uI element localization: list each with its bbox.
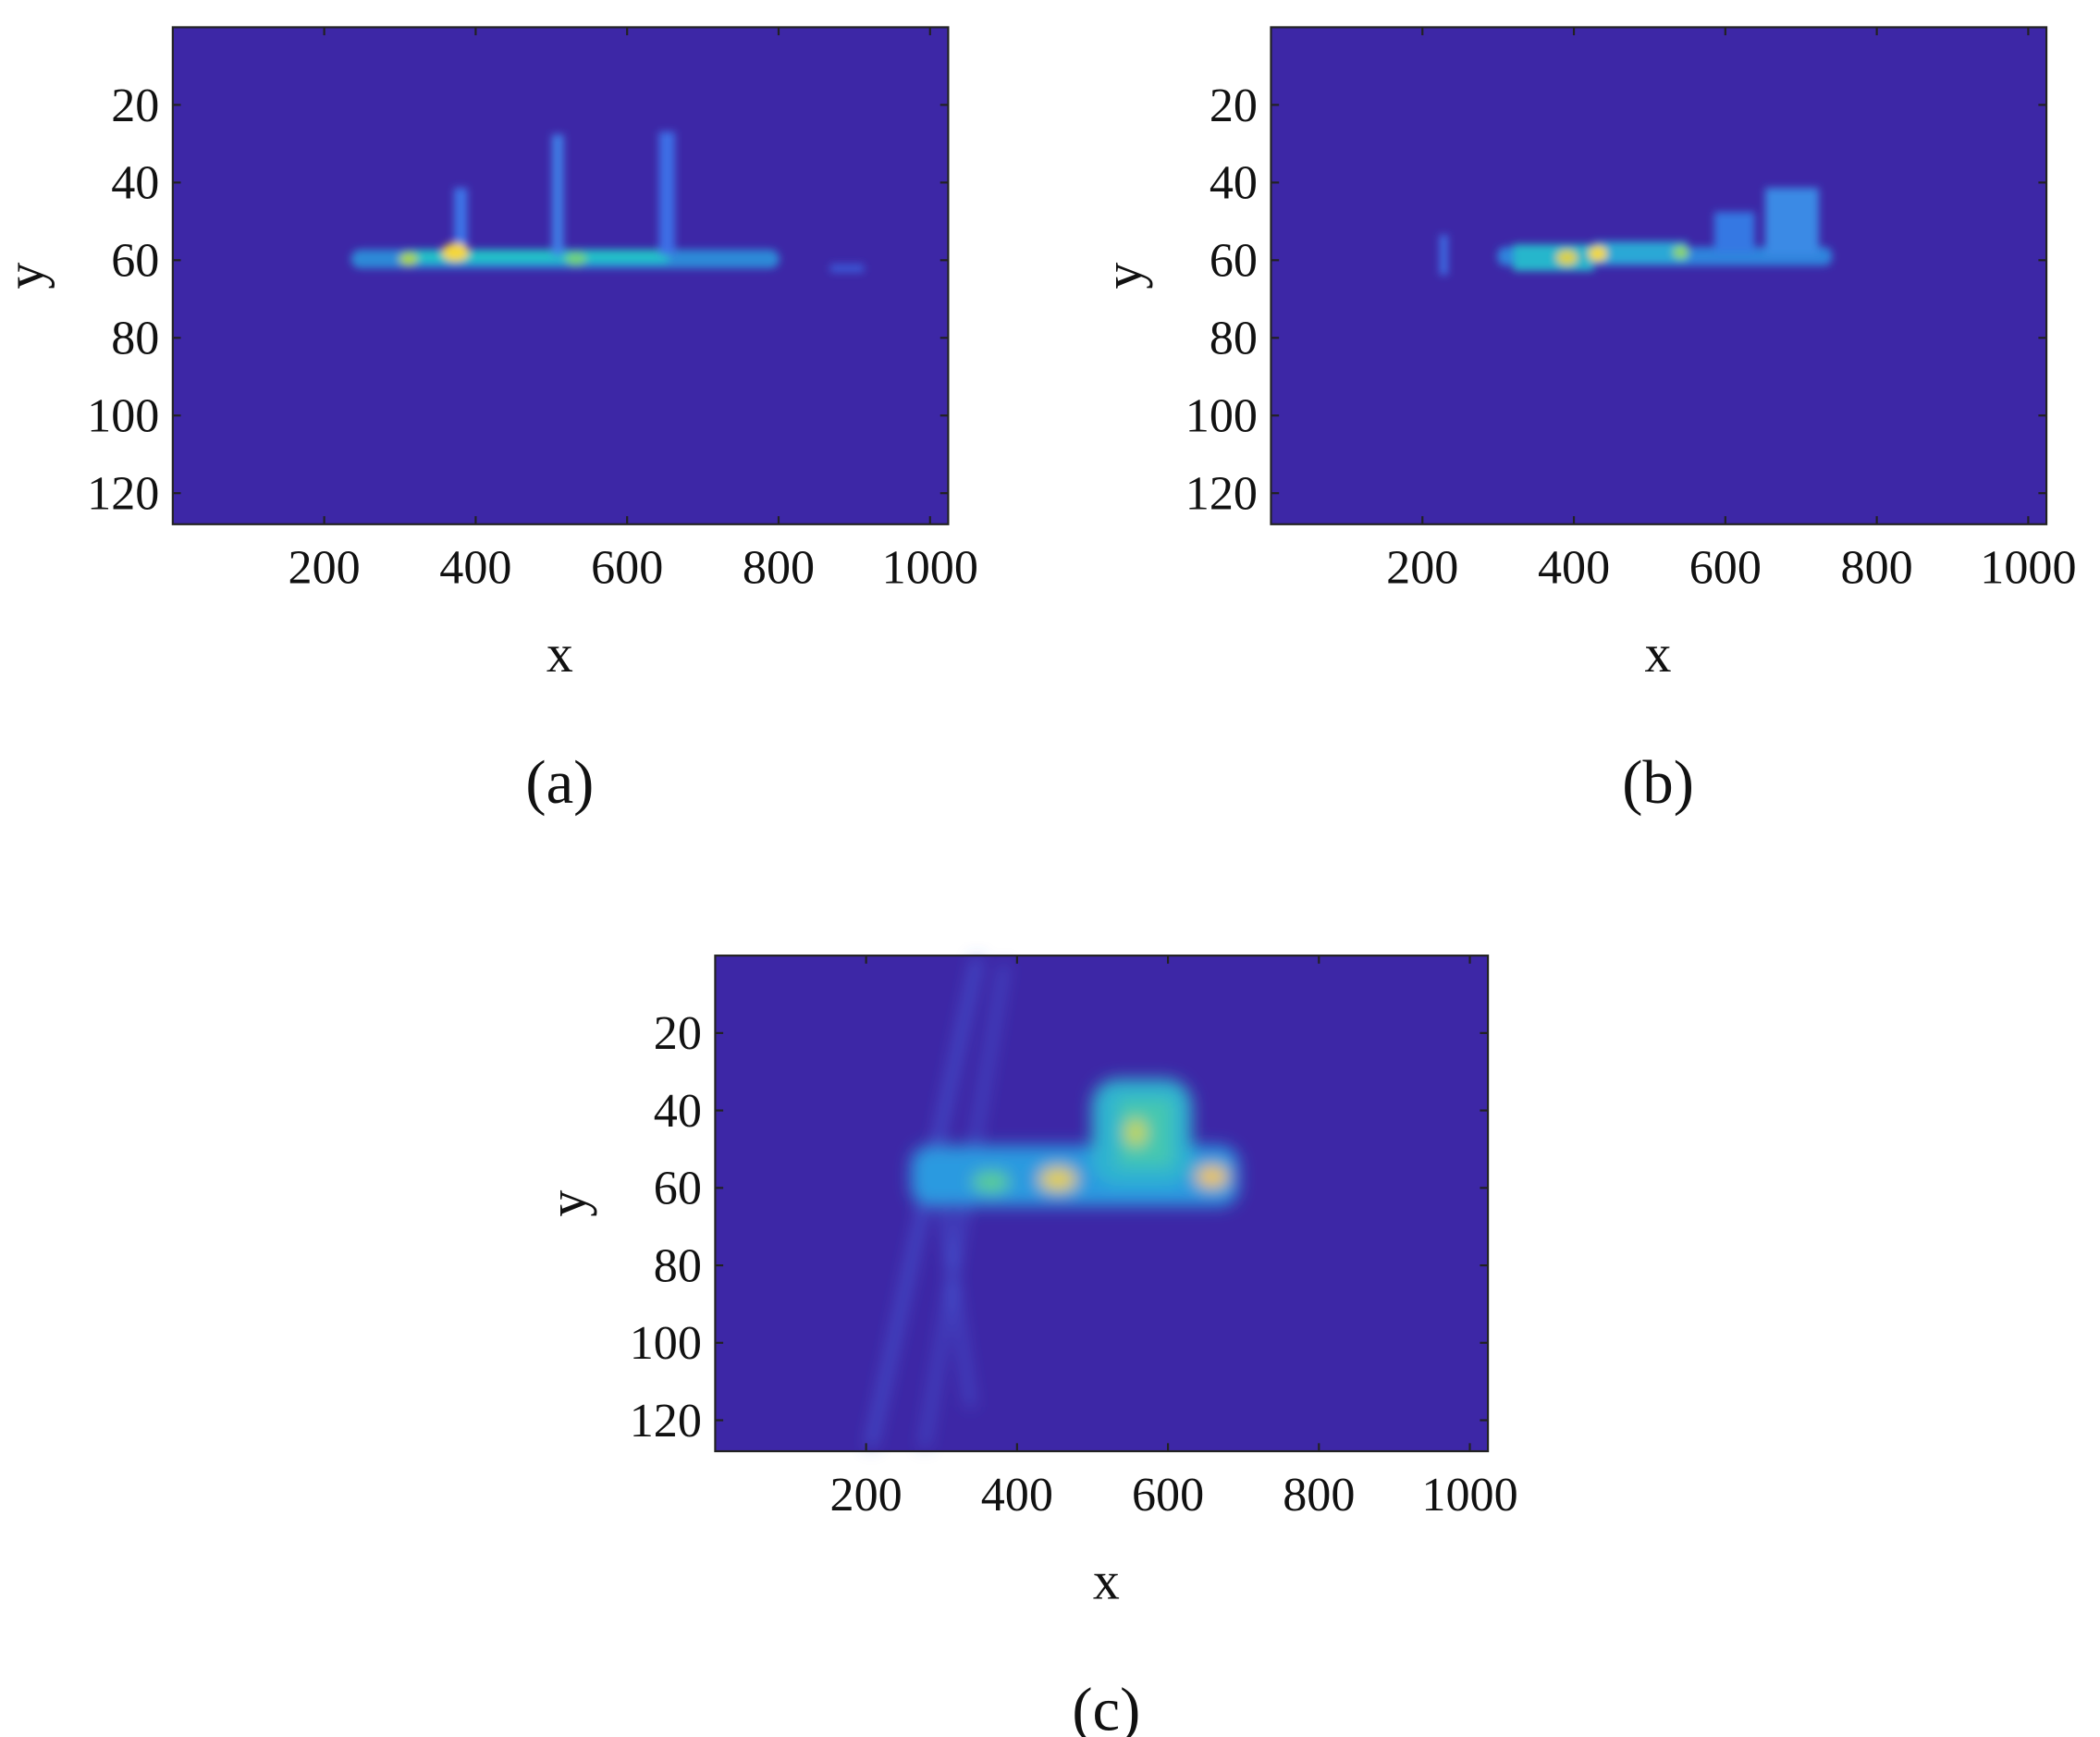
y-tick-label: 120: [1185, 468, 1258, 521]
y-axis-label: y: [1093, 263, 1153, 290]
image-content: [350, 131, 1833, 1448]
heatmap-background: [172, 27, 949, 524]
x-tick-label: 200: [289, 542, 361, 595]
x-axis-label: x: [546, 623, 573, 684]
y-tick-label: 80: [111, 313, 159, 365]
echo-a: [350, 131, 865, 273]
y-tick-label: 100: [87, 390, 159, 443]
y-tick-label: 20: [654, 1007, 702, 1060]
x-tick-label: 1000: [1980, 542, 2076, 595]
x-tick-label: 600: [1689, 542, 1762, 595]
x-tick-label: 200: [830, 1469, 903, 1521]
panel-caption: (b): [1622, 749, 1694, 817]
y-tick-label: 40: [111, 157, 159, 210]
x-tick-label: 200: [1386, 542, 1458, 595]
x-tick-label: 1000: [882, 542, 978, 595]
y-tick-label: 60: [111, 235, 159, 288]
heatmap-background: [1271, 27, 2047, 524]
x-tick-label: 400: [1538, 542, 1610, 595]
y-tick-label: 40: [1210, 157, 1258, 210]
x-tick-label: 400: [439, 542, 511, 595]
axes-box: [171, 26, 950, 525]
y-tick-label: 80: [654, 1239, 702, 1292]
y-tick-label: 100: [1185, 390, 1258, 443]
x-tick-label: 400: [981, 1469, 1053, 1521]
y-tick-label: 60: [654, 1163, 702, 1215]
x-tick-label: 800: [743, 542, 815, 595]
x-axis-label: x: [1645, 623, 1672, 684]
panel-caption: (a): [525, 749, 594, 817]
x-tick-label: 800: [1841, 542, 1913, 595]
echo-b: [1439, 188, 1833, 276]
y-axis-label: y: [0, 263, 55, 290]
x-tick-label: 1000: [1421, 1469, 1517, 1521]
y-tick-label: 120: [630, 1395, 702, 1448]
x-axis-label: x: [1093, 1550, 1120, 1610]
axes-box: [1270, 26, 2048, 525]
backgrounds: [172, 27, 2047, 1452]
y-tick-label: 40: [654, 1085, 702, 1138]
y-tick-label: 20: [1210, 80, 1258, 132]
y-axis-label: y: [537, 1190, 597, 1217]
y-tick-label: 120: [87, 468, 159, 521]
y-tick-label: 20: [111, 80, 159, 132]
axes-box: [714, 955, 1490, 1453]
x-tick-label: 600: [1132, 1469, 1204, 1521]
panel-caption: (c): [1072, 1676, 1140, 1737]
x-tick-label: 800: [1283, 1469, 1355, 1521]
y-tick-label: 60: [1210, 235, 1258, 288]
y-tick-label: 100: [630, 1317, 702, 1370]
y-tick-label: 80: [1210, 313, 1258, 365]
echo-c: [867, 957, 1239, 1448]
x-tick-label: 600: [591, 542, 663, 595]
axes: 200 400 600 800 1000 20 40 60 80 100 120 x y (a) 200 40…: [0, 26, 2077, 1737]
